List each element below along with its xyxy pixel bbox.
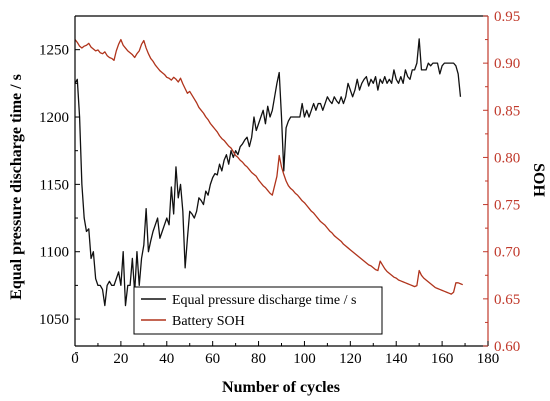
x-tick-label: 20 — [113, 351, 128, 367]
x-tick-label: 60 — [205, 351, 220, 367]
x-tick-label: 0 — [71, 351, 79, 367]
y-right-tick-label: 0.75 — [494, 198, 520, 214]
legend-label-soh: Battery SOH — [172, 314, 245, 329]
y-axis-left-title: Equal pressure discharge time / s — [8, 74, 25, 300]
y-left-tick-label: 1150 — [40, 177, 69, 193]
axes-layer: 0 20 40 60 80 100 120 140 160 180 1050 1100 1150 1200… — [39, 9, 520, 367]
legend: Equal pressure discharge time / s Batter… — [133, 286, 383, 335]
x-tick-label: 120 — [339, 351, 362, 367]
x-tick-label: 140 — [385, 351, 408, 367]
x-tick-label: 40 — [159, 351, 174, 367]
series-line-battery-soh — [74, 38, 464, 295]
y-left-tick-label: 1250 — [39, 43, 69, 59]
y-left-tick-label: 1200 — [39, 110, 69, 126]
legend-box — [133, 286, 383, 335]
y-right-tick-label: 0.95 — [494, 9, 520, 25]
legend-label-discharge: Equal pressure discharge time / s — [172, 293, 356, 308]
x-tick-label: 80 — [251, 351, 266, 367]
y-right-tick-label: 0.85 — [494, 103, 520, 119]
y-left-tick-label: 1100 — [40, 245, 69, 261]
x-axis-title: Number of cycles — [222, 379, 340, 396]
y-axis-right-title: SOH — [530, 163, 547, 197]
series-layer — [74, 38, 464, 307]
y-right-tick-label: 0.65 — [494, 292, 520, 308]
y-right-tick-label: 0.70 — [494, 245, 520, 261]
x-tick-label: 180 — [477, 351, 500, 367]
y-left-tick-label: 1050 — [39, 312, 69, 328]
x-tick-label: 160 — [431, 351, 454, 367]
x-tick-label: 100 — [293, 351, 316, 367]
y-right-tick-label: 0.80 — [494, 150, 520, 166]
y-right-tick-label: 0.60 — [494, 339, 520, 355]
y-right-tick-label: 0.90 — [494, 56, 520, 72]
series-line-discharge-time — [74, 38, 462, 307]
